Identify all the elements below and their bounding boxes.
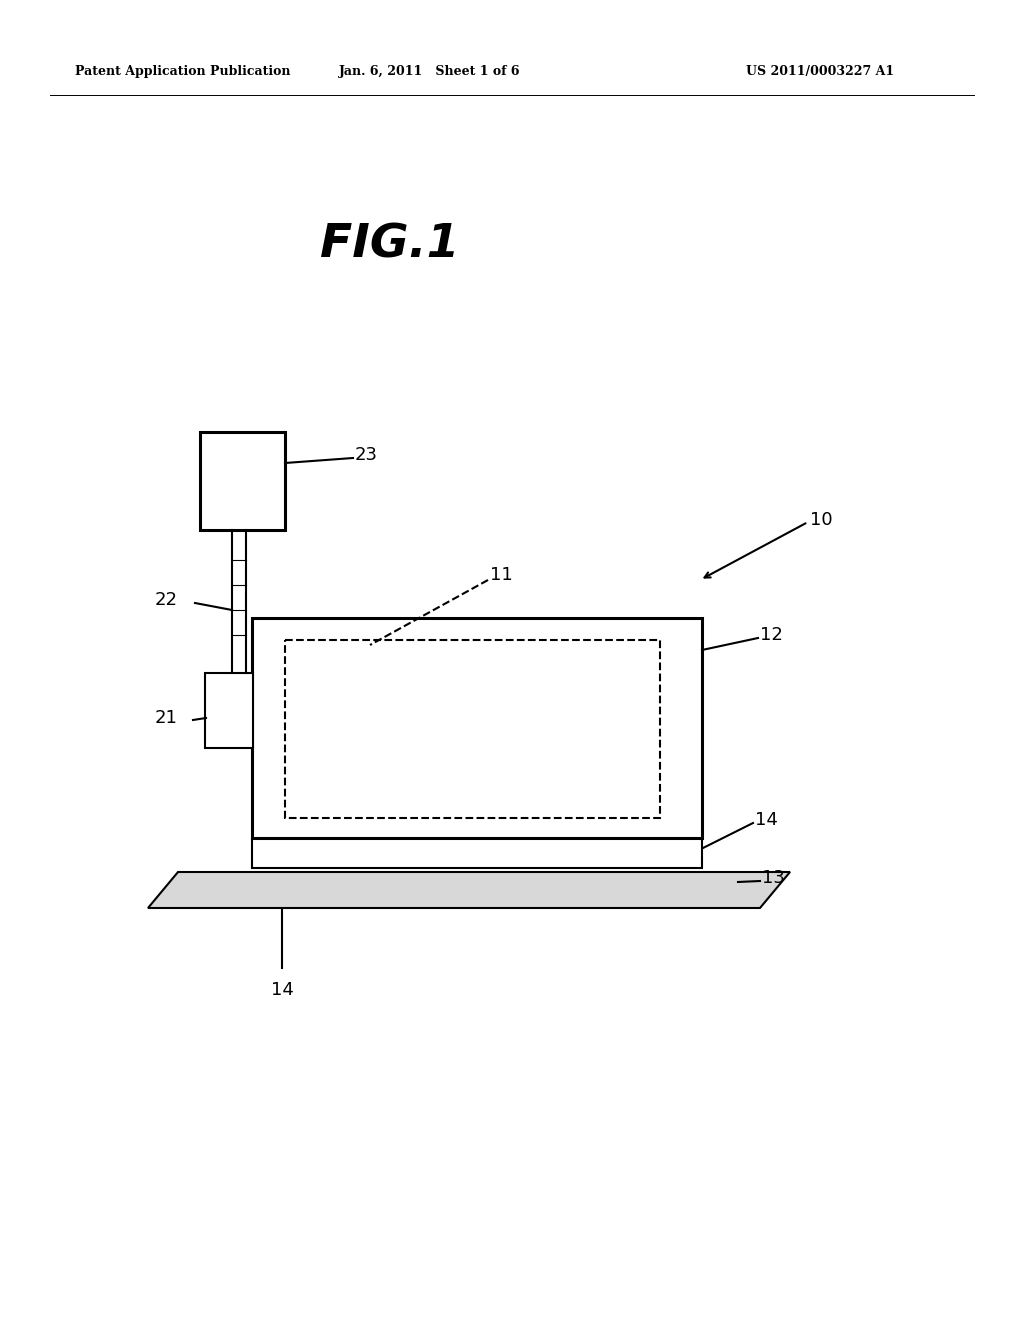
Bar	[200, 432, 285, 531]
Text: US 2011/0003227 A1: US 2011/0003227 A1	[745, 66, 894, 78]
Text: 23: 23	[355, 446, 378, 465]
Text: 21: 21	[155, 709, 178, 727]
Text: Jan. 6, 2011   Sheet 1 of 6: Jan. 6, 2011 Sheet 1 of 6	[339, 66, 521, 78]
Polygon shape	[148, 873, 790, 908]
Text: 12: 12	[760, 626, 783, 644]
Bar	[252, 838, 702, 869]
Text: 10: 10	[810, 511, 833, 529]
Text: 14: 14	[755, 810, 778, 829]
Bar	[252, 618, 702, 838]
Bar	[205, 673, 253, 748]
Text: 11: 11	[490, 566, 513, 583]
Bar	[285, 640, 660, 818]
Text: Patent Application Publication: Patent Application Publication	[75, 66, 291, 78]
Text: 13: 13	[762, 869, 784, 887]
Text: 14: 14	[270, 981, 294, 999]
Text: FIG.1: FIG.1	[321, 223, 460, 268]
Text: 22: 22	[155, 591, 178, 609]
